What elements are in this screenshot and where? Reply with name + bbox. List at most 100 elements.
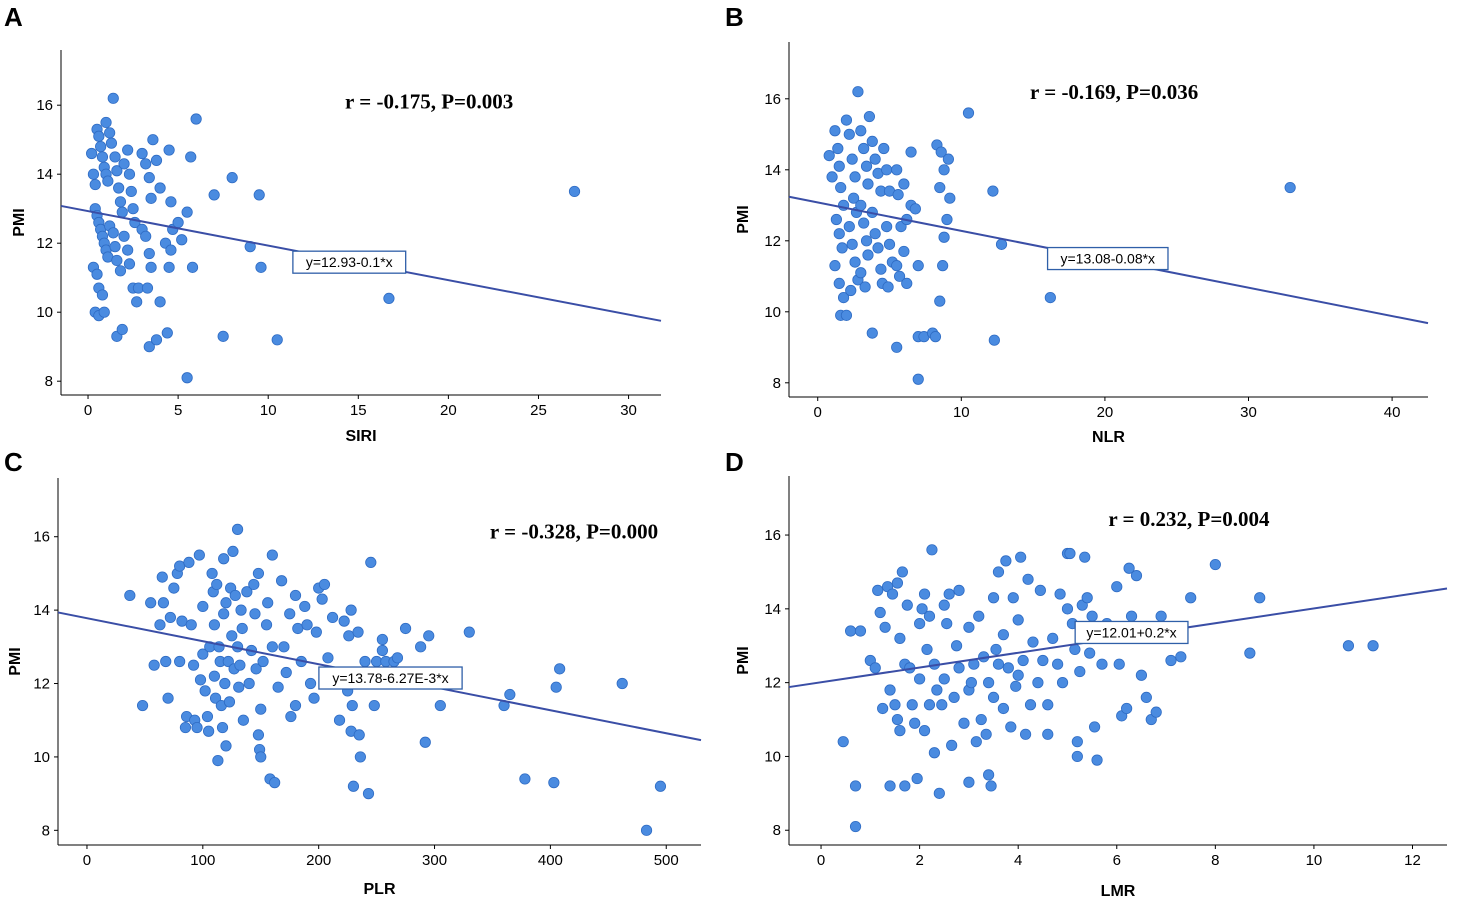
data-point xyxy=(226,630,238,642)
data-point xyxy=(365,556,377,569)
data-point xyxy=(901,277,913,289)
data-point xyxy=(918,588,931,600)
data-point xyxy=(859,281,871,293)
data-point xyxy=(1150,706,1162,718)
data-point xyxy=(280,666,292,679)
x-tick-label: 6 xyxy=(1113,852,1121,869)
equation-box xyxy=(318,666,463,690)
x-tick-label: 200 xyxy=(306,852,331,869)
data-point xyxy=(255,703,267,715)
data-point xyxy=(836,242,848,254)
data-point xyxy=(222,655,234,668)
data-point xyxy=(640,824,653,836)
x-tick-label: 25 xyxy=(530,402,547,419)
data-point xyxy=(852,86,864,98)
data-point xyxy=(906,699,918,711)
data-point xyxy=(866,135,878,147)
data-point xyxy=(1084,647,1096,659)
data-point xyxy=(1165,654,1177,667)
data-point xyxy=(143,341,155,353)
stats-annotation: r = -0.328, P=0.000 xyxy=(490,520,658,544)
data-point xyxy=(96,151,109,163)
data-point xyxy=(1342,640,1355,652)
data-point xyxy=(879,621,891,633)
data-point xyxy=(845,284,857,297)
y-tick-label: 14 xyxy=(764,601,781,618)
data-point xyxy=(1140,691,1152,704)
data-point xyxy=(1185,592,1197,604)
data-point xyxy=(872,584,884,596)
data-point xyxy=(107,227,119,239)
data-point xyxy=(376,644,388,657)
data-point xyxy=(353,729,365,741)
y-tick-label: 8 xyxy=(773,822,781,839)
data-point xyxy=(150,334,163,346)
data-point xyxy=(190,113,202,125)
x-tick-label: 300 xyxy=(422,852,447,869)
data-point xyxy=(909,717,921,729)
data-point xyxy=(338,615,350,627)
data-point xyxy=(845,625,857,637)
data-point xyxy=(463,626,475,638)
data-point xyxy=(96,289,109,301)
data-point xyxy=(160,655,172,668)
data-point xyxy=(127,203,139,215)
data-point xyxy=(248,578,260,591)
data-point xyxy=(860,160,873,172)
data-point xyxy=(212,754,224,767)
data-point xyxy=(250,663,262,675)
data-point xyxy=(1079,551,1091,563)
data-point xyxy=(944,192,956,204)
data-point xyxy=(938,673,950,685)
y-tick-label: 12 xyxy=(764,233,781,250)
data-point xyxy=(163,144,175,156)
data-point xyxy=(145,261,157,273)
data-point xyxy=(883,238,896,250)
data-point xyxy=(383,292,395,304)
data-point xyxy=(176,234,188,246)
x-tick-label: 2 xyxy=(915,852,923,869)
data-point xyxy=(168,582,180,594)
data-point xyxy=(1024,699,1037,711)
data-point xyxy=(163,261,175,273)
data-point xyxy=(869,228,881,240)
data-point xyxy=(1037,654,1049,667)
data-point xyxy=(141,282,154,294)
data-point xyxy=(877,702,889,715)
data-point xyxy=(869,153,881,165)
data-point xyxy=(849,780,862,792)
equation-text: y=13.78-6.27E-3*x xyxy=(332,670,448,686)
data-point xyxy=(359,655,371,668)
data-point xyxy=(176,615,188,627)
data-point xyxy=(123,258,136,270)
data-point xyxy=(201,710,214,723)
data-point xyxy=(181,372,193,384)
y-axis-title: PMI xyxy=(735,205,752,233)
data-point xyxy=(990,643,1002,656)
data-point xyxy=(343,630,355,642)
data-point xyxy=(116,323,128,336)
x-tick-label: 0 xyxy=(84,402,92,419)
data-point xyxy=(840,114,853,126)
data-point xyxy=(105,137,118,149)
data-point xyxy=(855,125,867,137)
data-point xyxy=(91,268,103,280)
data-point xyxy=(255,261,267,273)
data-point xyxy=(987,592,1000,604)
data-point xyxy=(829,260,841,272)
data-point xyxy=(109,151,121,163)
data-point xyxy=(98,306,110,318)
data-point xyxy=(874,606,886,619)
data-point xyxy=(1012,669,1024,681)
data-point xyxy=(1002,662,1014,674)
data-point xyxy=(318,578,331,591)
data-point xyxy=(912,260,924,272)
data-point xyxy=(654,780,667,792)
data-point xyxy=(1071,750,1083,763)
data-point xyxy=(938,231,950,243)
data-point xyxy=(963,621,975,633)
x-tick-label: 30 xyxy=(620,402,637,419)
data-point xyxy=(179,721,192,734)
data-point xyxy=(1010,680,1022,692)
data-point xyxy=(399,622,412,635)
